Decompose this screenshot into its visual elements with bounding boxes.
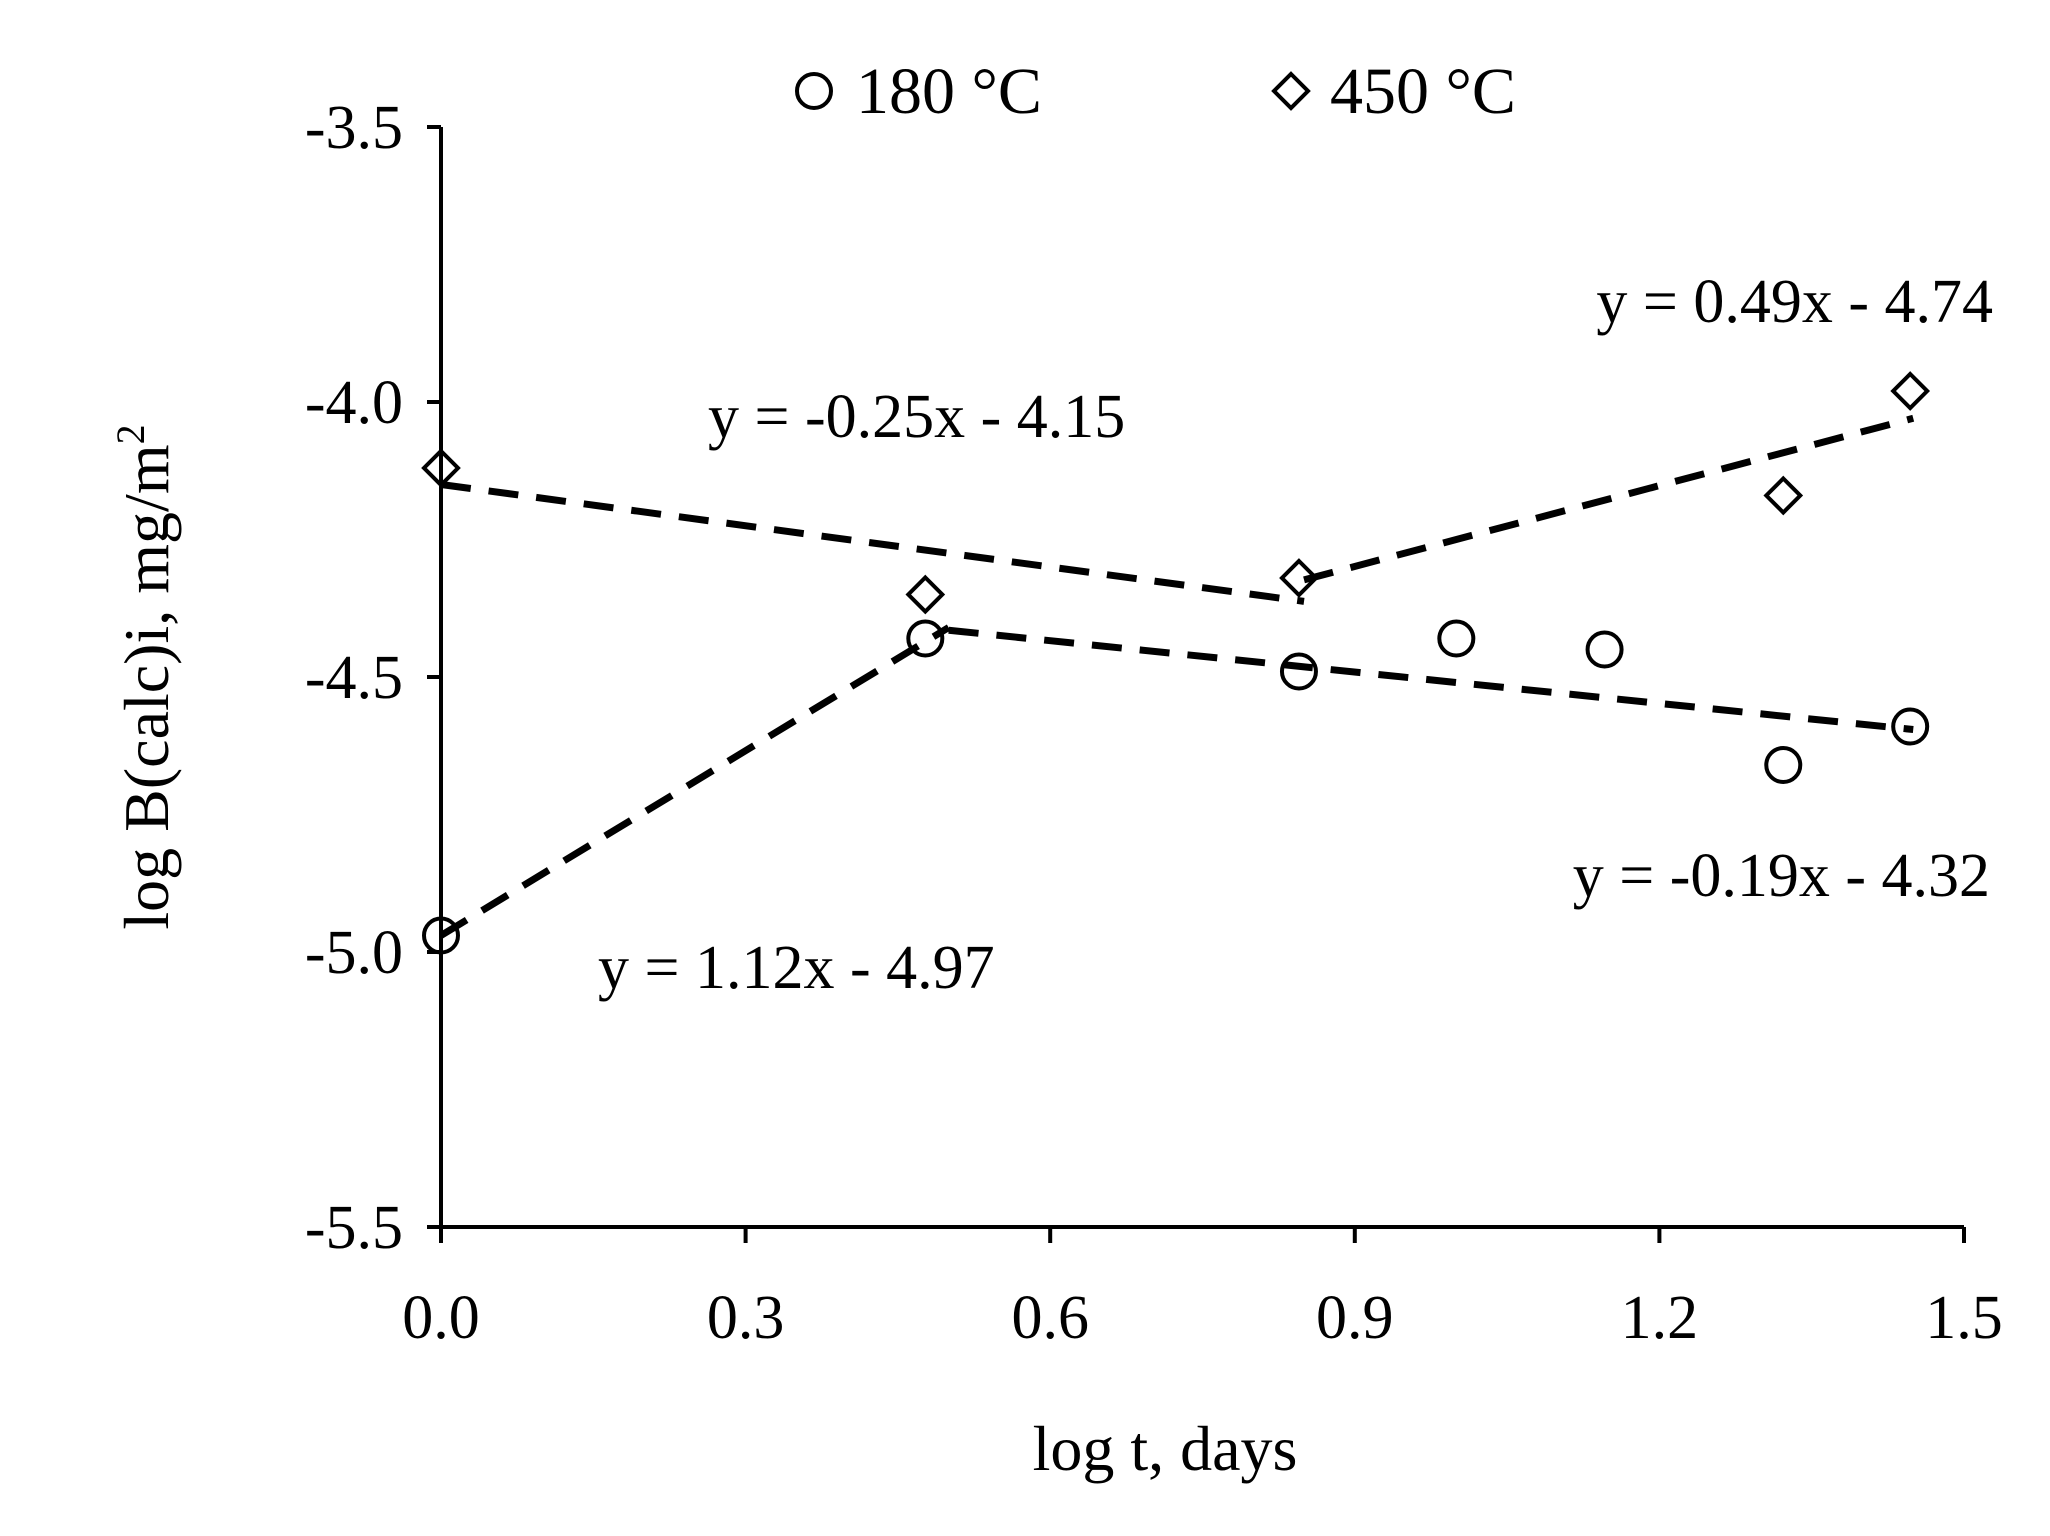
x-tick-label: 0.9 (1316, 1284, 1394, 1352)
point-450c (1890, 371, 1931, 411)
y-axis-title-main: log B(calc)i, mg/m (111, 444, 182, 929)
y-tick-label: -5.5 (305, 1194, 403, 1262)
legend-marker-450 (1271, 71, 1311, 111)
x-tick-label: 0.3 (707, 1284, 785, 1352)
y-tick-label: -4.5 (305, 644, 403, 712)
y-tick-label: -4.0 (305, 369, 403, 437)
trendline-4 (1303, 414, 1915, 584)
x-tick-label: 1.5 (1925, 1284, 2003, 1352)
point-450c (1279, 558, 1319, 598)
equation-label-1: y = 1.12x - 4.97 (598, 934, 995, 1002)
point-450c (421, 448, 461, 488)
equation-label-4: y = 0.49x - 4.74 (1596, 268, 1993, 336)
point-180c (1279, 652, 1318, 691)
y-axis-title: log B(calc)i, mg/m2 (108, 424, 182, 929)
x-tick-label: 1.2 (1621, 1284, 1699, 1352)
trendlines (439, 414, 1915, 939)
x-tick-label: 0.6 (1011, 1284, 1089, 1352)
axes: -3.5 -4.0 -4.5 -5.0 -5.5 0.0 0.3 0.6 0.9 1.2 1.5 (305, 94, 2003, 1352)
x-axis-title: log t, days (1033, 1413, 1298, 1484)
y-tick-label: -5.0 (305, 919, 403, 987)
trendline-3 (440, 481, 1305, 605)
y-axis-title-superscript: 2 (108, 424, 153, 444)
y-tick-label: -3.5 (305, 94, 403, 162)
y-ticks: -3.5 -4.0 -4.5 -5.0 -5.5 (305, 94, 441, 1262)
legend-label-180: 180 °C (856, 55, 1042, 128)
point-450c (905, 574, 946, 615)
trendline-2 (948, 626, 1914, 734)
equation-label-3: y = -0.25x - 4.15 (708, 383, 1125, 451)
point-180c (1437, 619, 1476, 658)
point-180c (1764, 746, 1803, 784)
point-180c (1585, 630, 1624, 669)
legend-label-450: 450 °C (1330, 55, 1516, 128)
point-180c (1891, 707, 1930, 746)
point-180c (422, 916, 460, 955)
legend: 180 °C 450 °C (795, 55, 1516, 128)
legend-marker-180 (795, 72, 833, 110)
point-180c (906, 619, 945, 658)
trendline-1 (439, 624, 951, 939)
x-tick-label: 0.0 (402, 1284, 480, 1352)
equation-label-2: y = -0.19x - 4.32 (1573, 842, 1990, 910)
x-ticks: 0.0 0.3 0.6 0.9 1.2 1.5 (402, 1227, 2003, 1352)
point-450c (1763, 475, 1804, 516)
data-points (421, 371, 1931, 955)
